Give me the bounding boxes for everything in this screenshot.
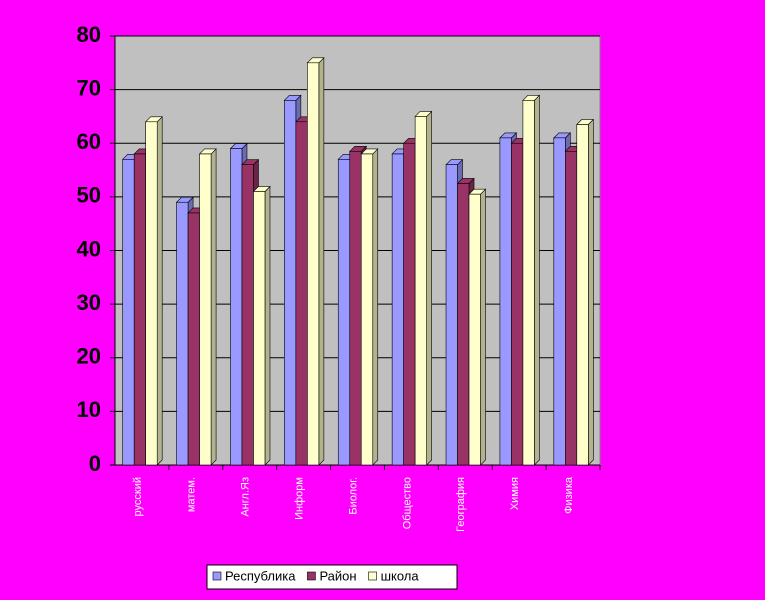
- bar: [122, 159, 135, 466]
- y-tick-label: 30: [77, 290, 101, 315]
- x-tick-label: Общество: [401, 477, 413, 529]
- x-tick-label: География: [455, 477, 467, 532]
- y-tick-label: 10: [77, 397, 101, 422]
- x-tick-label: Физика: [563, 476, 575, 514]
- bar: [295, 121, 308, 466]
- bar: [253, 191, 266, 466]
- y-tick-label: 40: [77, 236, 101, 261]
- legend-label: Республика: [225, 568, 296, 583]
- x-tick-label: Англ.Яз: [240, 477, 252, 517]
- bar: [187, 212, 200, 466]
- bar: [414, 116, 427, 466]
- bar: [499, 137, 512, 466]
- bar-side: [210, 148, 217, 466]
- bar-side: [372, 148, 379, 466]
- legend-swatch: [307, 571, 316, 581]
- x-tick-label: матем.: [186, 477, 198, 512]
- bar: [307, 62, 320, 466]
- legend-label: Район: [319, 568, 356, 583]
- bar-side: [588, 118, 594, 466]
- bar: [145, 121, 158, 466]
- bar: [565, 150, 578, 466]
- bar: [391, 153, 404, 466]
- bar: [199, 153, 212, 466]
- legend-swatch: [212, 571, 222, 581]
- x-tick-label: русский: [132, 477, 144, 516]
- bar: [576, 124, 589, 466]
- bar-side: [156, 116, 163, 466]
- bar: [511, 142, 524, 466]
- x-tick-label: Химия: [509, 477, 521, 510]
- bar-side: [426, 110, 432, 466]
- bar: [337, 159, 351, 466]
- bar-side: [480, 188, 486, 466]
- bar-side: [264, 185, 271, 466]
- legend-box: [206, 564, 458, 590]
- legend-label: школа: [381, 568, 420, 583]
- bar: [360, 153, 374, 466]
- bar: [176, 201, 189, 466]
- y-tick-label: 0: [89, 451, 101, 476]
- y-tick-label: 80: [77, 22, 101, 47]
- bar: [241, 164, 254, 466]
- bar: [284, 100, 297, 466]
- bar-side: [534, 94, 540, 466]
- legend-swatch: [368, 571, 377, 581]
- bar: [349, 150, 362, 466]
- bar: [403, 142, 416, 466]
- x-tick-label: Биолог.: [347, 477, 359, 515]
- bar: [457, 183, 470, 466]
- bar: [230, 148, 243, 466]
- bar-side: [318, 57, 325, 466]
- y-tick-label: 60: [77, 129, 101, 154]
- y-tick-label: 20: [77, 344, 101, 369]
- bar: [445, 164, 458, 466]
- bar: [468, 193, 481, 466]
- x-tick-label: Информ: [294, 477, 306, 520]
- y-tick-label: 70: [77, 75, 101, 100]
- bar: [522, 100, 535, 466]
- y-tick-label: 50: [77, 183, 101, 208]
- bar: [553, 137, 566, 466]
- bar: [133, 153, 146, 466]
